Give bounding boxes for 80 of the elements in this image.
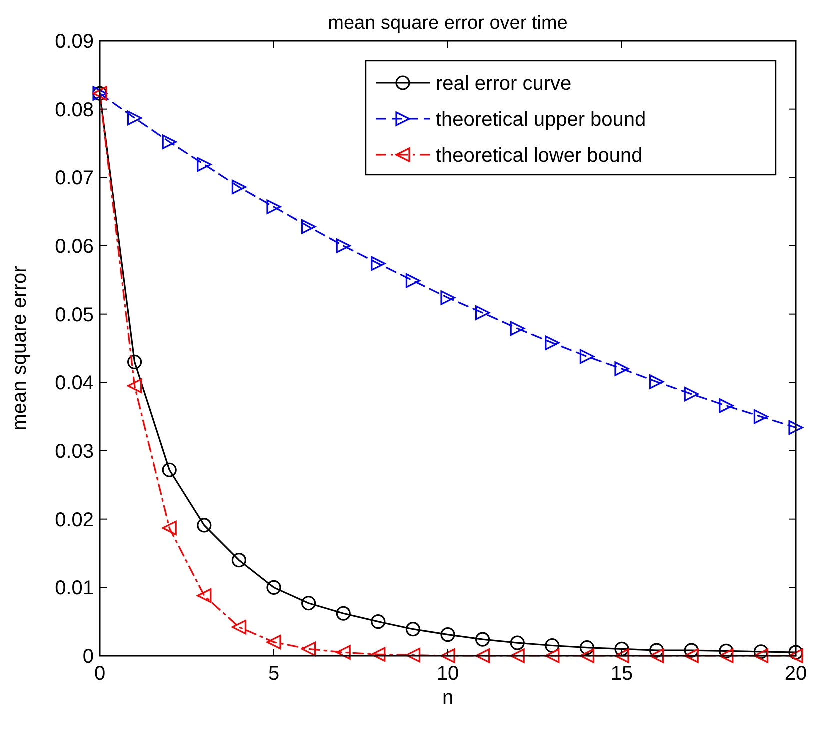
point [614, 648, 630, 664]
point [754, 648, 768, 664]
point [684, 386, 699, 402]
point [371, 256, 386, 272]
point [650, 643, 664, 658]
legend-label: theoretical lower bound [436, 145, 643, 167]
legend-label: theoretical upper bound [436, 109, 646, 131]
point [162, 134, 177, 150]
point [754, 410, 768, 424]
point [440, 290, 456, 306]
point [510, 636, 525, 650]
y-tick-label: 0.05 [55, 304, 94, 326]
point [788, 420, 804, 436]
y-tick-label: 0.01 [55, 578, 94, 600]
x-tick-label: 10 [436, 663, 460, 685]
point [128, 354, 142, 370]
point [788, 648, 804, 664]
y-tick-label: 0.08 [55, 99, 94, 122]
point [545, 638, 560, 654]
point [302, 220, 316, 234]
point [336, 645, 351, 660]
point [476, 306, 490, 320]
point [614, 642, 630, 656]
x-tick-label: 20 [784, 663, 808, 685]
point [336, 606, 351, 621]
point [580, 648, 594, 664]
point [440, 628, 456, 642]
point [719, 644, 734, 659]
point [266, 200, 282, 214]
point [197, 518, 212, 533]
point [580, 640, 594, 656]
legend-label: real error curve [436, 73, 572, 95]
point [510, 648, 525, 664]
point [545, 336, 560, 350]
point [371, 647, 386, 662]
y-tick-label: 0.02 [55, 509, 94, 532]
point [232, 620, 246, 635]
point [197, 588, 212, 604]
point [650, 648, 664, 664]
y-tick-label: 0 [82, 646, 94, 668]
y-tick-label: 0.04 [55, 372, 94, 395]
y-tick-label: 0.03 [55, 441, 94, 463]
y-tick-label: 0.09 [55, 31, 94, 53]
point [719, 398, 734, 414]
point [684, 643, 699, 658]
x-axis-title: n [442, 687, 454, 709]
point [128, 110, 142, 126]
point [162, 462, 177, 478]
point [788, 645, 804, 660]
point [684, 648, 699, 664]
point [162, 520, 177, 536]
point [614, 362, 630, 376]
point [197, 157, 212, 172]
point [545, 648, 560, 664]
point [371, 614, 386, 630]
point [406, 622, 420, 637]
point [266, 635, 282, 650]
point [302, 642, 316, 656]
point [476, 648, 490, 664]
point [719, 648, 734, 664]
point [650, 374, 664, 390]
x-tick-label: 15 [610, 663, 634, 685]
point [302, 596, 316, 611]
y-tick-label: 0.06 [55, 236, 94, 258]
point [406, 648, 420, 663]
x-tick-label: 5 [268, 663, 280, 685]
point [754, 644, 768, 660]
point [406, 274, 420, 288]
point [580, 349, 594, 364]
point [266, 580, 282, 595]
point [232, 180, 246, 195]
point [232, 553, 246, 568]
point [510, 321, 525, 336]
point [128, 378, 142, 394]
chart-title: mean square error over time [328, 13, 568, 34]
point [440, 648, 456, 664]
y-tick-label: 0.07 [55, 168, 94, 190]
y-axis-title: mean square error [9, 266, 31, 431]
point [336, 238, 351, 254]
point [476, 632, 490, 647]
